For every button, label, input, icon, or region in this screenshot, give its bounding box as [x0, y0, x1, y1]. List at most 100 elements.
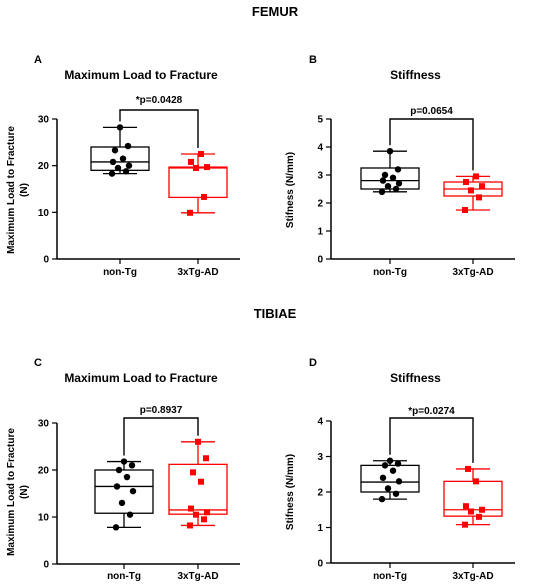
- chart-a-series-0-point-3: [125, 162, 133, 169]
- section-title-femur: FEMUR: [251, 4, 299, 19]
- chart-d-series-1-point-3: [479, 506, 485, 513]
- chart-c-series-1-point-6: [190, 469, 196, 476]
- chart-c-series-1-point-8: [195, 438, 201, 445]
- chart-a-series-1-point-1: [201, 193, 207, 200]
- chart-b-y-tick-label-5: 5: [317, 115, 323, 126]
- chart-c-series-0-point-2: [118, 499, 126, 507]
- chart-b-series-0-point-6: [381, 171, 389, 179]
- chart-b-series-1-point-3: [479, 183, 485, 190]
- chart-c-series-1-point-0: [187, 522, 193, 529]
- chart-b-y-tick-label-2: 2: [317, 199, 323, 210]
- chart-c-series-1-point-1: [201, 516, 207, 523]
- chart-d-series-0-point-0: [378, 495, 386, 503]
- chart-d-ylabel-line-0: Stifness (N/mm): [285, 454, 296, 530]
- chart-d-y-tick-label-1: 1: [317, 523, 323, 534]
- chart-a-x-tick-label-0: non-Tg: [103, 267, 137, 278]
- chart-a-y-tick-label-3: 30: [38, 115, 50, 126]
- chart-c-series-0-point-5: [123, 473, 131, 481]
- chart-b-y-tick-label-1: 1: [317, 227, 323, 238]
- chart-b-y-tick-label-0: 0: [317, 255, 323, 266]
- chart-d-x-tick-label-0: non-Tg: [373, 571, 407, 582]
- chart-d-p-value-annotation: *p=0.0274: [408, 406, 455, 417]
- chart-d-y-tick-label-0: 0: [317, 559, 323, 570]
- chart-c-title: Maximum Load to Fracture: [64, 371, 218, 385]
- chart-c-series-0-point-8: [120, 458, 128, 465]
- chart-d-y-tick-label-3: 3: [317, 452, 323, 463]
- chart-b-ylabel-line-0: Stifness (N/mm): [285, 152, 296, 228]
- chart-a-series-0-point-4: [109, 158, 117, 166]
- chart-c-y-tick-label-0: 0: [43, 560, 49, 571]
- chart-a-title: Maximum Load to Fracture: [64, 68, 218, 82]
- chart-d-series-0-point-1: [392, 490, 400, 497]
- chart-b-series-1-point-2: [468, 187, 474, 194]
- chart-a-series-0-point-6: [111, 147, 119, 154]
- chart-b-title: Stiffness: [390, 68, 441, 82]
- chart-a-y-tick-label-0: 0: [43, 255, 49, 266]
- chart-a-series-0-point-0: [108, 170, 116, 177]
- chart-c-series-0-point-4: [113, 483, 121, 490]
- chart-b-series-0-point-1: [392, 185, 400, 193]
- chart-b-x-tick-label-1: 3xTg-AD: [452, 267, 493, 278]
- chart-c-series-0-point-0: [112, 524, 120, 531]
- chart-c-series-1-point-4: [188, 505, 194, 512]
- chart-b-series-0-point-5: [389, 174, 397, 181]
- chart-a-y-tick-label-1: 10: [38, 208, 50, 219]
- chart-a-p-value-annotation: *p=0.0428: [136, 95, 183, 106]
- chart-d-series-1-point-0: [462, 521, 468, 528]
- chart-b-series-0-point-0: [378, 188, 386, 195]
- chart-c-series-0-point-1: [126, 511, 134, 518]
- chart-d-series-0-point-8: [386, 457, 394, 464]
- chart-a-series-1-point-5: [198, 151, 204, 157]
- chart-c-series-0-box: [94, 469, 154, 514]
- chart-d-series-0-point-3: [395, 478, 403, 485]
- chart-a-series-1-box: [168, 166, 228, 199]
- chart-a-series-1-point-3: [204, 164, 210, 171]
- chart-c-series-0-point-3: [129, 487, 137, 495]
- chart-a-series-1-point-2: [193, 165, 199, 171]
- chart-a-series-0-point-7: [124, 142, 132, 150]
- chart-c-y-tick-label-1: 10: [38, 513, 50, 524]
- chart-c-panel-letter: C: [34, 357, 42, 369]
- chart-d-series-1-point-5: [473, 478, 479, 485]
- chart-b-y-tick-label-3: 3: [317, 171, 323, 182]
- chart-b-series-0-box: [360, 167, 420, 190]
- chart-a-series-0-point-8: [116, 124, 124, 131]
- chart-a-series-1-point-4: [188, 158, 194, 165]
- chart-d-x-tick-label-1: 3xTg-AD: [452, 571, 493, 582]
- chart-c-ylabel-line-0: Maximum Load to Fracture: [6, 428, 17, 556]
- chart-b-significance-bracket: [389, 118, 474, 171]
- chart-d-series-0-point-6: [381, 462, 389, 469]
- chart-d-series-1-point-2: [468, 508, 474, 515]
- chart-c-series-0-point-6: [115, 466, 123, 474]
- chart-d-series-1-point-4: [463, 503, 469, 510]
- chart-d-title: Stiffness: [390, 371, 441, 385]
- panel-a-chart: A Maximum Load to Fracture Maximum Load to…: [6, 54, 240, 278]
- chart-d-series-0-point-2: [384, 485, 392, 492]
- chart-b-series-0-point-8: [386, 148, 394, 155]
- chart-c-y-tick-label-2: 20: [38, 466, 50, 477]
- chart-c-series-1-box: [168, 463, 228, 515]
- chart-d-series-0-point-5: [389, 467, 397, 474]
- chart-a-series-0-point-5: [119, 155, 127, 162]
- chart-d-series-0-point-7: [394, 460, 402, 467]
- chart-c-series-1-point-3: [204, 509, 210, 516]
- chart-c-x-tick-label-0: non-Tg: [107, 571, 141, 582]
- chart-d-series-1-point-6: [465, 465, 471, 472]
- chart-b-panel-letter: B: [309, 54, 317, 66]
- chart-a-panel-letter: A: [34, 54, 42, 66]
- chart-b-p-value-annotation: p=0.0654: [410, 106, 453, 117]
- panel-d-chart: D Stiffness Stifness (N/mm) 0 1 2 3 4 non-Tg 3xTg…: [285, 357, 515, 582]
- chart-b-x-tick-label-0: non-Tg: [373, 267, 407, 278]
- chart-a-x-tick-label-1: 3xTg-AD: [177, 267, 218, 278]
- chart-c-series-1-point-7: [203, 455, 209, 462]
- chart-b-series-1-point-4: [463, 179, 469, 185]
- chart-d-series-1-point-1: [476, 513, 482, 520]
- chart-d-series-0-point-4: [379, 474, 387, 481]
- chart-a-ylabel-line-0: Maximum Load to Fracture: [6, 126, 17, 254]
- chart-d-y-tick-label-2: 2: [317, 488, 323, 499]
- chart-c-series-1-point-2: [193, 511, 199, 518]
- chart-b-series-0-point-3: [395, 180, 403, 187]
- chart-a-series-1-point-0: [187, 209, 193, 216]
- chart-b-series-0-point-7: [394, 166, 402, 173]
- chart-b-series-1-point-5: [473, 173, 479, 180]
